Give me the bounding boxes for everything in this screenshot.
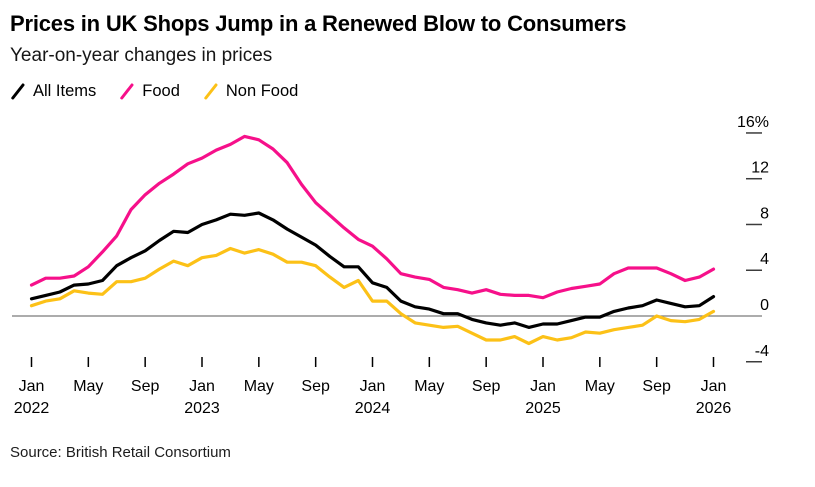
chart-legend: All Items Food Non Food: [11, 82, 298, 101]
series-line-food: [29, 134, 716, 300]
x-tick-year-label: 2023: [184, 400, 220, 417]
x-tick-label: Sep: [642, 378, 671, 395]
y-tick-label: 16%: [737, 114, 769, 131]
x-tick-label: Jan: [530, 378, 556, 395]
y-tick-label: 8: [760, 205, 769, 222]
x-tick-label: Jan: [19, 378, 45, 395]
x-tick-label: Sep: [301, 378, 330, 395]
x-tick-label: May: [585, 378, 615, 395]
line-chart: 16% 12 8 4 0 -4 Jan 2022 May Sep Jan 2023 May Sep Jan 2…: [12, 114, 769, 417]
legend-item-non-food: Non Food: [204, 82, 298, 101]
x-tick-label: Sep: [131, 378, 160, 395]
line-swatch-icon: [11, 83, 25, 100]
x-tick-label: Jan: [360, 378, 386, 395]
legend-item-food: Food: [120, 82, 180, 101]
y-tick-label: 0: [760, 297, 769, 314]
page-title: Prices in UK Shops Jump in a Renewed Blo…: [10, 11, 627, 36]
line-swatch-icon: [120, 83, 134, 100]
x-tick-year-label: 2025: [525, 400, 561, 417]
legend-label: Non Food: [225, 82, 299, 100]
page-subtitle: Year-on-year changes in prices: [10, 45, 273, 66]
series-line-non-food: [29, 246, 716, 346]
line-swatch-icon: [204, 83, 218, 100]
y-tick-label: -4: [755, 343, 769, 360]
source-note: Source: British Retail Consortium: [10, 444, 231, 461]
x-tick-label: Jan: [189, 378, 215, 395]
x-tick-label: Jan: [701, 378, 727, 395]
x-tick-year-label: 2024: [355, 400, 391, 417]
x-tick-label: May: [244, 378, 274, 395]
y-tick-label: 4: [760, 251, 769, 268]
legend-item-all-items: All Items: [11, 82, 96, 101]
x-tick-label: May: [73, 378, 103, 395]
x-tick-year-label: 2026: [696, 400, 732, 417]
x-tick-year-label: 2022: [14, 400, 50, 417]
x-tick-label: May: [414, 378, 444, 395]
series-line-all-items: [29, 211, 716, 329]
legend-label: All Items: [33, 82, 97, 100]
chart-area: 16% 12 8 4 0 -4 Jan 2022 May Sep Jan 2023 May Sep Jan 2…: [0, 100, 815, 430]
legend-label: Food: [142, 82, 180, 100]
x-tick-label: Sep: [472, 378, 501, 395]
y-tick-label: 12: [751, 160, 769, 177]
